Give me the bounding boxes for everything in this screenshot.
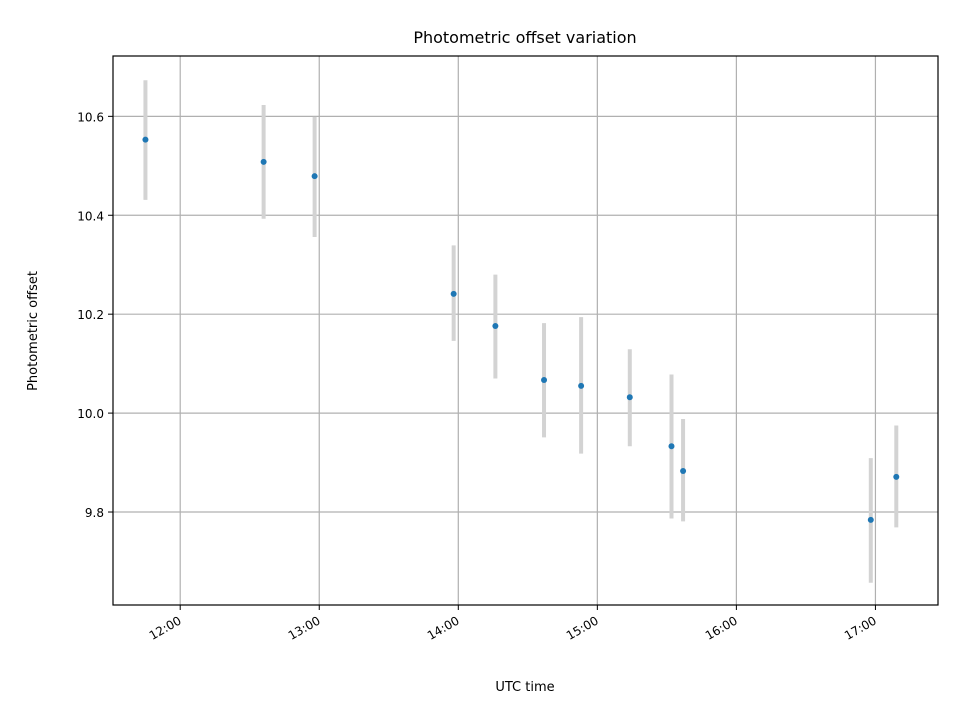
data-points xyxy=(142,136,900,523)
data-point xyxy=(867,516,874,523)
chart-title: Photometric offset variation xyxy=(413,28,636,47)
x-axis-label: UTC time xyxy=(495,680,554,695)
error-bars xyxy=(143,80,899,583)
y-axis-ticks: 9.8 10.0 10.2 10.4 10.6 xyxy=(77,110,113,520)
y-tick-label: 10.6 xyxy=(77,110,104,124)
data-point xyxy=(541,376,548,383)
data-point xyxy=(680,467,687,474)
y-tick-label: 10.4 xyxy=(77,209,104,223)
y-tick-label: 10.2 xyxy=(77,308,104,322)
data-point xyxy=(260,158,267,165)
y-tick-label: 10.0 xyxy=(77,407,104,421)
x-tick-label: 15:00 xyxy=(564,613,601,642)
data-point xyxy=(626,394,633,401)
data-point xyxy=(450,290,457,297)
x-tick-label: 12:00 xyxy=(147,613,184,642)
data-point xyxy=(668,443,675,450)
data-point xyxy=(893,473,900,480)
grid xyxy=(113,56,938,605)
data-point xyxy=(142,136,149,143)
data-point xyxy=(311,173,318,180)
plot-frame xyxy=(112,55,939,606)
x-tick-label: 17:00 xyxy=(842,613,879,642)
x-tick-label: 16:00 xyxy=(703,613,740,642)
x-axis-ticks: 12:00 13:00 14:00 15:00 16:00 17:00 xyxy=(147,605,879,643)
y-axis-label: Photometric offset xyxy=(26,271,41,391)
x-tick-label: 14:00 xyxy=(425,613,462,642)
data-point xyxy=(578,382,585,389)
y-tick-label: 9.8 xyxy=(85,506,104,520)
data-point xyxy=(492,323,499,330)
x-tick-label: 13:00 xyxy=(286,613,323,642)
